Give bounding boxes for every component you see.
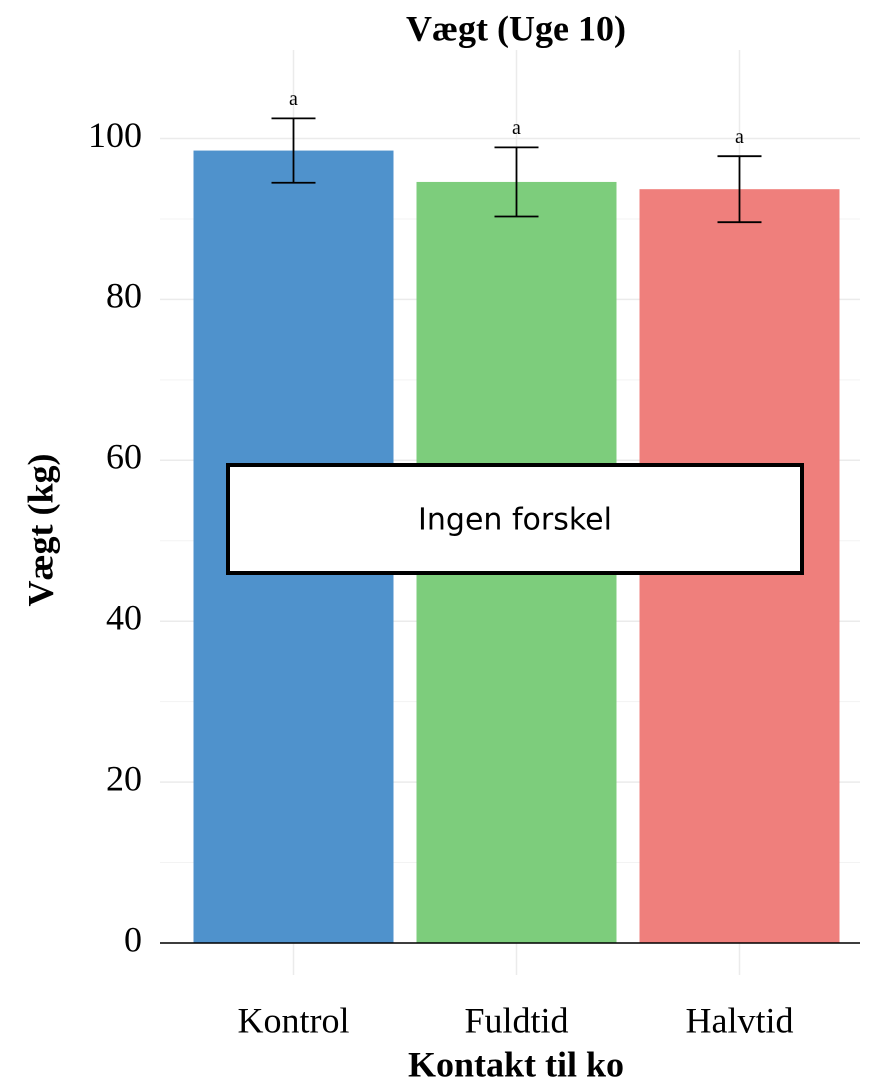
y-axis-label: Vægt (kg) bbox=[20, 454, 60, 607]
group-letter: a bbox=[289, 88, 298, 110]
error-bar bbox=[271, 117, 316, 184]
x-axis-label: Kontakt til ko bbox=[408, 1044, 624, 1084]
x-tick-label: Fuldtid bbox=[464, 1000, 568, 1040]
x-tick-label: Kontrol bbox=[238, 1000, 350, 1040]
group-letter: a bbox=[512, 117, 521, 139]
y-tick-label: 0 bbox=[124, 919, 142, 959]
chart-title: Vægt (Uge 10) bbox=[406, 8, 626, 48]
y-tick-label: 80 bbox=[106, 276, 142, 316]
y-tick-label: 100 bbox=[88, 115, 142, 155]
annotation-box bbox=[226, 463, 804, 575]
x-tick-label: Halvtid bbox=[686, 1000, 794, 1040]
error-bar bbox=[717, 155, 762, 224]
group-letter: a bbox=[735, 126, 744, 148]
error-bar bbox=[494, 146, 539, 218]
y-tick-label: 60 bbox=[106, 437, 142, 477]
annotation: Ingen forskel bbox=[418, 503, 612, 538]
y-tick-label: 20 bbox=[106, 758, 142, 798]
y-tick-label: 40 bbox=[106, 597, 142, 637]
